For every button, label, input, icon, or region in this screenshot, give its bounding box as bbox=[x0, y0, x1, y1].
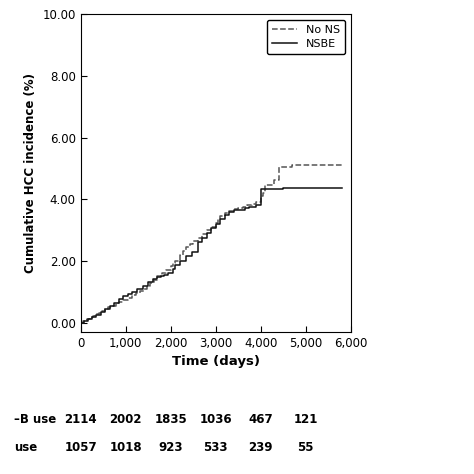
No NS bbox=[78, 319, 83, 325]
NSBE bbox=[93, 312, 99, 318]
NSBE bbox=[111, 300, 117, 305]
Legend: No NS, NSBE: No NS, NSBE bbox=[267, 20, 345, 54]
NSBE bbox=[140, 283, 146, 289]
X-axis label: Time (days): Time (days) bbox=[172, 355, 260, 368]
NSBE bbox=[204, 230, 210, 236]
NSBE bbox=[235, 207, 241, 213]
Text: use: use bbox=[14, 441, 37, 455]
NSBE bbox=[165, 270, 171, 275]
NSBE bbox=[102, 306, 108, 311]
NSBE bbox=[158, 273, 164, 279]
NSBE bbox=[150, 276, 155, 282]
No NS bbox=[80, 318, 86, 324]
NSBE bbox=[183, 254, 189, 259]
Text: 1835: 1835 bbox=[154, 413, 187, 426]
NSBE bbox=[134, 286, 140, 292]
Y-axis label: Cumulative HCC incidence (%): Cumulative HCC incidence (%) bbox=[24, 73, 37, 273]
NSBE bbox=[246, 204, 252, 210]
NSBE bbox=[89, 314, 95, 320]
NSBE bbox=[208, 225, 214, 230]
NSBE bbox=[78, 319, 83, 325]
Line: NSBE: NSBE bbox=[81, 189, 342, 322]
Text: 1057: 1057 bbox=[64, 441, 97, 455]
Text: 239: 239 bbox=[248, 441, 273, 455]
No NS bbox=[195, 235, 201, 241]
Text: 533: 533 bbox=[203, 441, 228, 455]
NSBE bbox=[129, 289, 135, 294]
Text: 923: 923 bbox=[158, 441, 183, 455]
NSBE bbox=[107, 303, 113, 309]
NSBE bbox=[177, 258, 182, 264]
Text: 2002: 2002 bbox=[109, 413, 142, 426]
NSBE bbox=[82, 318, 87, 324]
No NS bbox=[289, 163, 295, 168]
NSBE bbox=[253, 202, 259, 208]
NSBE bbox=[280, 186, 286, 191]
No NS bbox=[183, 244, 189, 250]
NSBE bbox=[262, 186, 268, 192]
Text: 1036: 1036 bbox=[200, 413, 232, 426]
NSBE bbox=[195, 239, 201, 245]
NSBE bbox=[172, 262, 178, 267]
No NS bbox=[339, 163, 345, 168]
NSBE bbox=[85, 317, 91, 322]
NSBE bbox=[222, 212, 228, 218]
Text: 121: 121 bbox=[293, 413, 318, 426]
Text: 1018: 1018 bbox=[109, 441, 142, 455]
No NS bbox=[204, 227, 210, 233]
NSBE bbox=[213, 221, 219, 227]
No NS bbox=[226, 208, 232, 214]
NSBE bbox=[190, 249, 195, 255]
No NS bbox=[145, 283, 150, 289]
NSBE bbox=[231, 207, 237, 213]
NSBE bbox=[339, 186, 345, 191]
NSBE bbox=[199, 235, 205, 241]
NSBE bbox=[161, 272, 167, 278]
NSBE bbox=[242, 206, 248, 211]
NSBE bbox=[217, 217, 223, 222]
Text: –B use: –B use bbox=[14, 413, 56, 426]
NSBE bbox=[120, 293, 126, 299]
NSBE bbox=[258, 186, 264, 192]
Text: 467: 467 bbox=[248, 413, 273, 426]
NSBE bbox=[154, 274, 160, 280]
NSBE bbox=[98, 309, 104, 315]
Text: 55: 55 bbox=[298, 441, 314, 455]
NSBE bbox=[170, 266, 176, 272]
NSBE bbox=[116, 297, 122, 302]
NSBE bbox=[125, 292, 131, 297]
NSBE bbox=[226, 209, 232, 214]
Text: 2114: 2114 bbox=[64, 413, 97, 426]
Line: No NS: No NS bbox=[81, 165, 342, 322]
NSBE bbox=[145, 280, 151, 285]
